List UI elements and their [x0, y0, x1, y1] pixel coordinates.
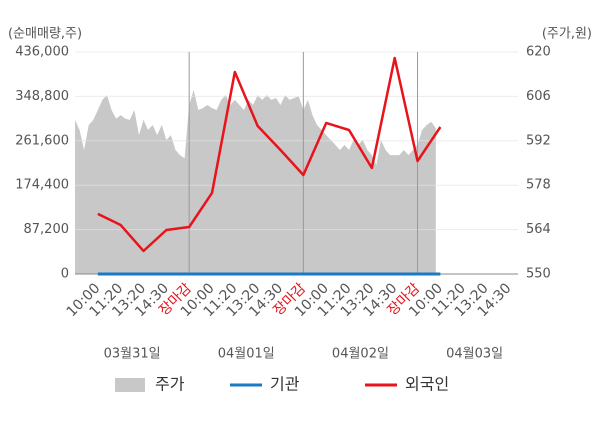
legend-label: 외국인: [405, 375, 449, 394]
price-area: [75, 90, 436, 274]
date-label: 04월03일: [446, 347, 503, 362]
legend-label: 주가: [155, 375, 185, 394]
date-label: 04월02일: [332, 347, 389, 362]
y-tick-label: 261,600: [15, 133, 69, 148]
y2-tick-label: 606: [526, 89, 551, 104]
y-tick-label: 348,800: [15, 89, 69, 104]
y-tick-label: 436,000: [15, 45, 69, 60]
series-line: [97, 56, 442, 253]
y2-tick-label: 592: [526, 133, 551, 148]
legend-swatch: [115, 378, 145, 392]
date-label: 03월31일: [104, 347, 161, 362]
date-label: 04월01일: [218, 347, 275, 362]
y2-tick-label: 550: [526, 267, 551, 282]
y-tick-label: 87,200: [24, 222, 70, 237]
y-tick-label: 0: [61, 267, 69, 282]
y-tick-label: 174,400: [15, 178, 69, 193]
y-axis-title: (순매매량,주): [8, 27, 82, 42]
y2-tick-label: 578: [526, 178, 551, 193]
y2-axis-title: (주가,원): [542, 27, 592, 42]
legend-label: 기관: [270, 375, 300, 394]
y2-tick-label: 620: [526, 45, 551, 60]
y2-tick-label: 564: [526, 222, 551, 237]
